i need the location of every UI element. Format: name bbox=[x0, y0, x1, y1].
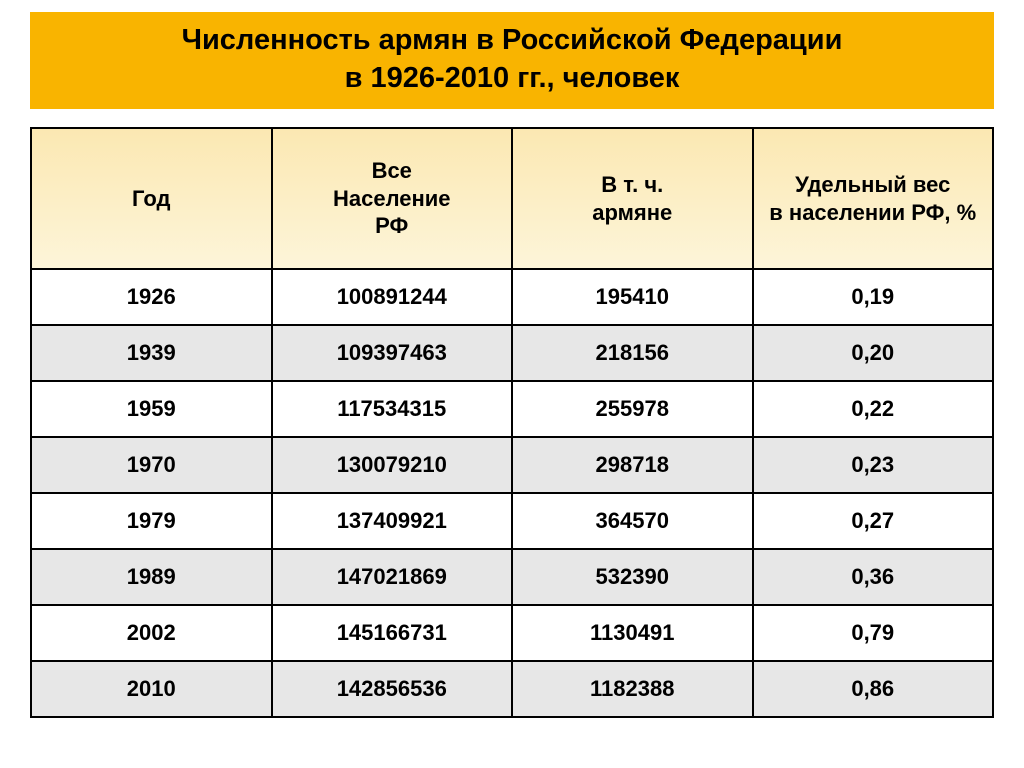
table-body: 1926 100891244 195410 0,19 1939 10939746… bbox=[31, 269, 993, 717]
table-header-row: Год Все Население РФ В т. ч. армяне Удел… bbox=[31, 128, 993, 269]
page-title: Численность армян в Российской Федерации… bbox=[30, 12, 994, 109]
cell-share: 0,19 bbox=[753, 269, 994, 325]
col-header-text: В т. ч. bbox=[601, 172, 663, 197]
col-header-text: Население bbox=[333, 186, 451, 211]
table-row: 1989 147021869 532390 0,36 bbox=[31, 549, 993, 605]
cell-total: 100891244 bbox=[272, 269, 513, 325]
table-row: 2002 145166731 1130491 0,79 bbox=[31, 605, 993, 661]
cell-armenians: 364570 bbox=[512, 493, 753, 549]
cell-share: 0,22 bbox=[753, 381, 994, 437]
cell-share: 0,27 bbox=[753, 493, 994, 549]
table-row: 1970 130079210 298718 0,23 bbox=[31, 437, 993, 493]
cell-armenians: 1182388 bbox=[512, 661, 753, 717]
col-header-text: РФ bbox=[375, 213, 408, 238]
cell-share: 0,23 bbox=[753, 437, 994, 493]
cell-total: 147021869 bbox=[272, 549, 513, 605]
cell-total: 130079210 bbox=[272, 437, 513, 493]
cell-year: 1926 bbox=[31, 269, 272, 325]
cell-armenians: 218156 bbox=[512, 325, 753, 381]
cell-share: 0,79 bbox=[753, 605, 994, 661]
title-line-2: в 1926-2010 гг., человек bbox=[345, 62, 680, 94]
table-row: 1926 100891244 195410 0,19 bbox=[31, 269, 993, 325]
table-row: 2010 142856536 1182388 0,86 bbox=[31, 661, 993, 717]
cell-total: 142856536 bbox=[272, 661, 513, 717]
col-header-year: Год bbox=[31, 128, 272, 269]
table-row: 1959 117534315 255978 0,22 bbox=[31, 381, 993, 437]
col-header-text: Все bbox=[372, 158, 412, 183]
cell-year: 1979 bbox=[31, 493, 272, 549]
cell-total: 145166731 bbox=[272, 605, 513, 661]
col-header-text: армяне bbox=[592, 200, 672, 225]
cell-total: 109397463 bbox=[272, 325, 513, 381]
cell-total: 117534315 bbox=[272, 381, 513, 437]
cell-year: 2002 bbox=[31, 605, 272, 661]
cell-armenians: 1130491 bbox=[512, 605, 753, 661]
cell-share: 0,20 bbox=[753, 325, 994, 381]
title-line-1: Численность армян в Российской Федерации bbox=[182, 24, 843, 56]
cell-year: 2010 bbox=[31, 661, 272, 717]
cell-total: 137409921 bbox=[272, 493, 513, 549]
cell-armenians: 255978 bbox=[512, 381, 753, 437]
cell-year: 1970 bbox=[31, 437, 272, 493]
table-row: 1979 137409921 364570 0,27 bbox=[31, 493, 993, 549]
cell-armenians: 195410 bbox=[512, 269, 753, 325]
table-row: 1939 109397463 218156 0,20 bbox=[31, 325, 993, 381]
cell-year: 1989 bbox=[31, 549, 272, 605]
cell-year: 1959 bbox=[31, 381, 272, 437]
cell-armenians: 532390 bbox=[512, 549, 753, 605]
cell-armenians: 298718 bbox=[512, 437, 753, 493]
population-table: Год Все Население РФ В т. ч. армяне Удел… bbox=[30, 127, 994, 718]
col-header-text: в населении РФ, % bbox=[769, 200, 976, 225]
col-header-text: Удельный вес bbox=[795, 172, 950, 197]
col-header-armenians: В т. ч. армяне bbox=[512, 128, 753, 269]
col-header-share: Удельный вес в населении РФ, % bbox=[753, 128, 994, 269]
col-header-text: Год bbox=[132, 186, 171, 211]
col-header-total-pop: Все Население РФ bbox=[272, 128, 513, 269]
cell-year: 1939 bbox=[31, 325, 272, 381]
cell-share: 0,86 bbox=[753, 661, 994, 717]
cell-share: 0,36 bbox=[753, 549, 994, 605]
